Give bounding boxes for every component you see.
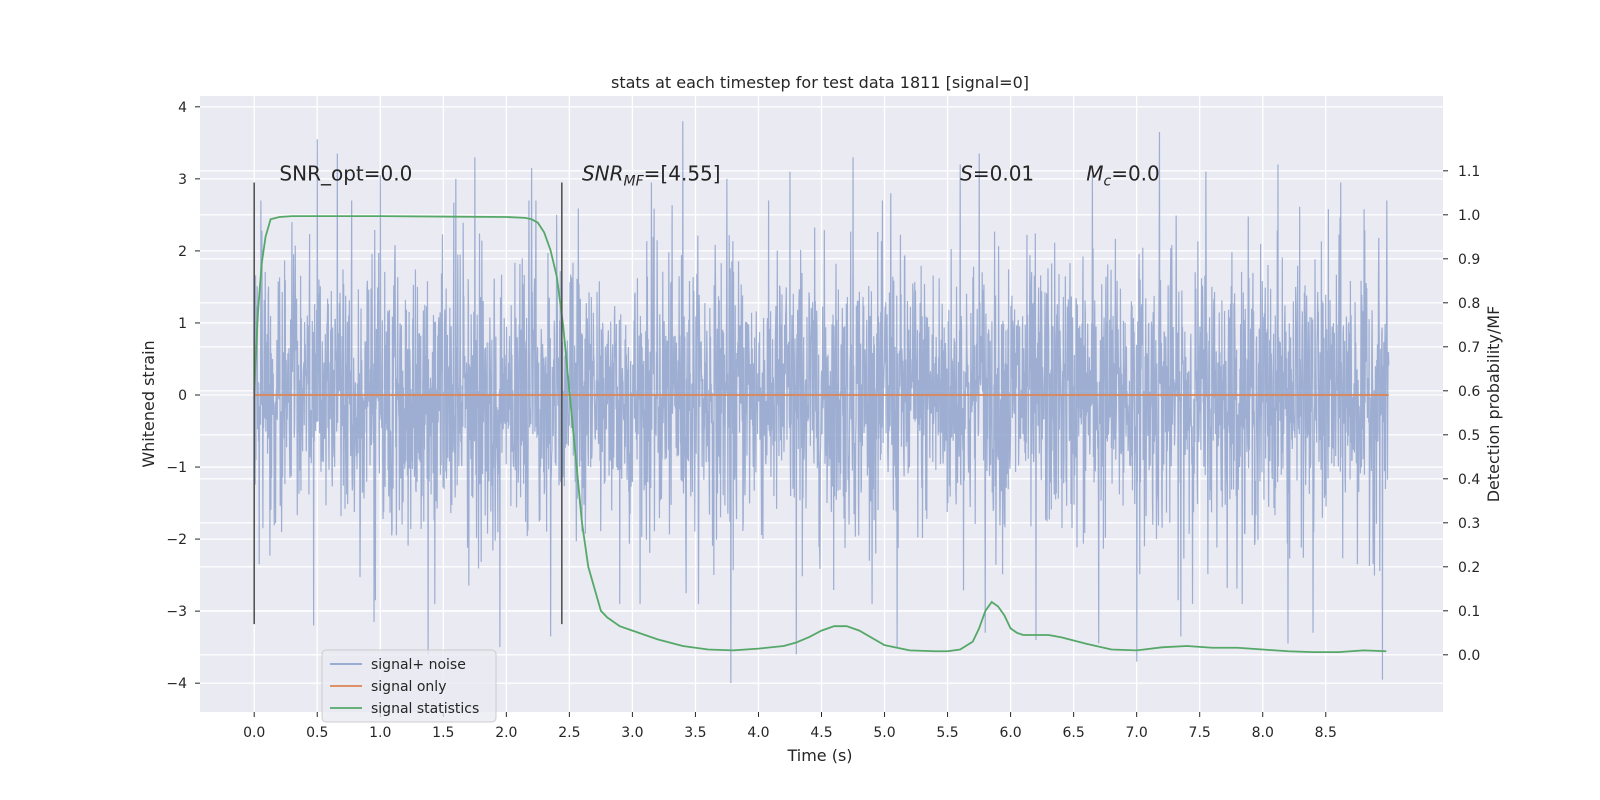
legend-box [321, 649, 497, 723]
x-tick-label: 6.5 [1062, 725, 1084, 741]
legend-label: signal+ noise [371, 657, 466, 673]
x-tick-label: 7.5 [1189, 725, 1211, 741]
x-tick-label: 8.0 [1252, 725, 1274, 741]
y2-axis-label: Detection probability/MF [1484, 306, 1503, 503]
y2-tick-label: 1.1 [1458, 164, 1480, 180]
y2-tick-label: 0.6 [1458, 384, 1480, 400]
y2-tick-label: 1.0 [1458, 208, 1480, 224]
y-tick-label: 4 [178, 100, 187, 116]
x-tick-label: 0.0 [243, 725, 265, 741]
y-tick-label: −2 [166, 532, 187, 548]
annotation-snr-mf: SNRMF=[4.55] [582, 161, 721, 189]
y-axis-label: Whitened strain [139, 340, 158, 467]
y2-tick-label: 0.1 [1458, 604, 1480, 620]
y-axis-ticks: 4 3 2 1 0 −1 −2 −3 −4 [166, 100, 200, 692]
x-tick-label: 6.0 [999, 725, 1021, 741]
x-tick-label: 4.5 [810, 725, 832, 741]
annotations: SNR_opt=0.0 SNRMF=[4.55] S=0.01 Mc=0.0 [279, 161, 1159, 189]
annotation-mc: Mc=0.0 [1086, 161, 1160, 189]
y2-tick-label: 0.2 [1458, 560, 1480, 576]
legend-label: signal only [371, 679, 446, 695]
y2-axis-ticks: 1.1 1.0 0.9 0.8 0.7 0.6 0.5 0.4 0.3 0.2 0.1 0.0 [1443, 164, 1480, 664]
x-tick-label: 1.5 [432, 725, 454, 741]
x-tick-label: 7.0 [1126, 725, 1148, 741]
y2-tick-label: 0.3 [1458, 516, 1480, 532]
y2-tick-label: 0.5 [1458, 428, 1480, 444]
x-tick-label: 0.5 [306, 725, 328, 741]
x-tick-label: 8.5 [1315, 725, 1337, 741]
annotation-snr-opt: SNR_opt=0.0 [279, 161, 412, 185]
legend: signal+ noise signal only signal statistic… [321, 649, 497, 723]
chart-title: stats at each timestep for test data 181… [611, 73, 1029, 92]
signal-statistics-line [253, 215, 1387, 654]
x-axis-ticks: 0.0 0.5 1.0 1.5 2.0 2.5 3.0 3.5 4.0 4.5 5.0 5.5 6.0 6… [243, 712, 1337, 741]
x-tick-label: 2.5 [558, 725, 580, 741]
y2-tick-label: 0.8 [1458, 296, 1480, 312]
x-tick-label: 3.5 [684, 725, 706, 741]
y-tick-label: 0 [178, 388, 187, 404]
signal-noise-line [253, 121, 1390, 684]
signal-noise-series [253, 121, 1390, 684]
y2-tick-label: 0.9 [1458, 252, 1480, 268]
line-series [253, 215, 1389, 654]
y2-tick-label: 0.0 [1458, 648, 1480, 664]
y-tick-label: 3 [178, 172, 187, 188]
x-tick-label: 4.0 [747, 725, 769, 741]
y-tick-label: 1 [178, 316, 187, 332]
x-tick-label: 5.0 [873, 725, 895, 741]
x-tick-label: 2.0 [495, 725, 517, 741]
x-tick-label: 1.0 [369, 725, 391, 741]
annotation-s-stat: S=0.01 [960, 161, 1034, 185]
vertical-markers [253, 182, 563, 625]
y2-tick-label: 0.4 [1458, 472, 1480, 488]
y-tick-label: −3 [166, 604, 187, 620]
y-tick-label: −4 [166, 676, 187, 692]
y-tick-label: 2 [178, 244, 187, 260]
x-tick-label: 3.0 [621, 725, 643, 741]
y-tick-label: −1 [166, 460, 187, 476]
legend-label: signal statistics [371, 701, 479, 717]
x-axis-label: Time (s) [786, 746, 852, 765]
y2-tick-label: 0.7 [1458, 340, 1480, 356]
x-tick-label: 5.5 [936, 725, 958, 741]
